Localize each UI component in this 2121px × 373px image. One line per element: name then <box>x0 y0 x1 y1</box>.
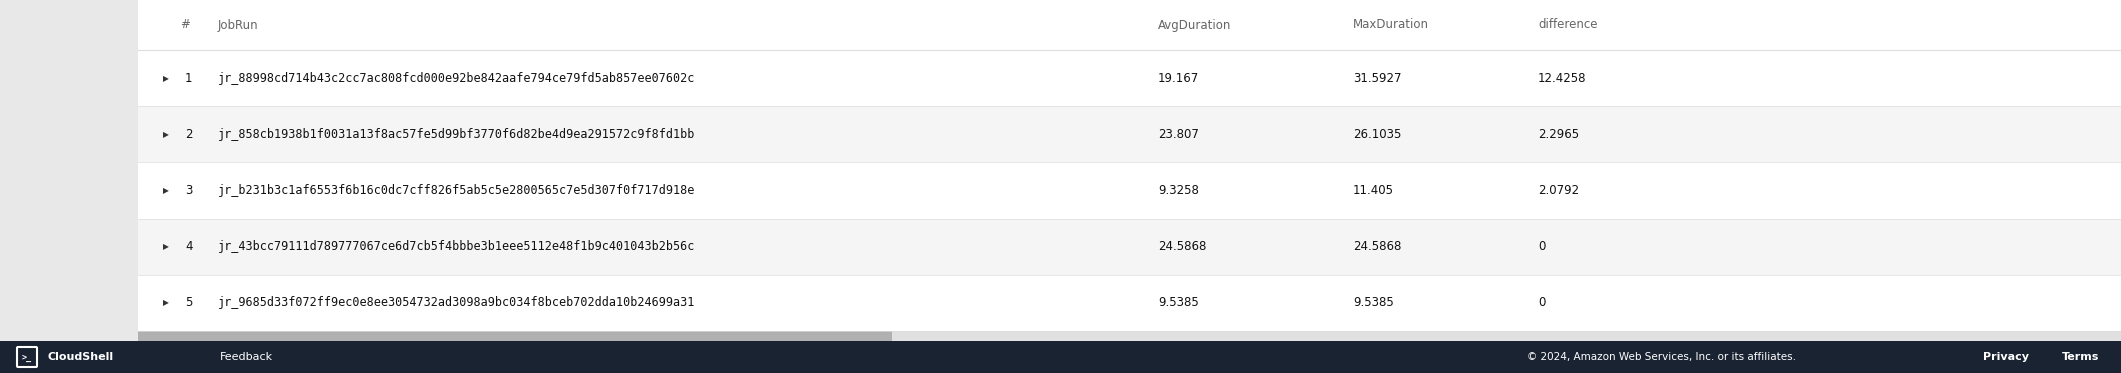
Bar <box>0 341 2121 373</box>
Text: 23.807: 23.807 <box>1158 128 1198 141</box>
Bar <box>138 219 2121 275</box>
Text: 0: 0 <box>1538 297 1546 309</box>
Text: 2.0792: 2.0792 <box>1538 184 1580 197</box>
Bar <box>0 0 138 341</box>
Text: jr_858cb1938b1f0031a13f8ac57fe5d99bf3770f6d82be4d9ea291572c9f8fd1bb: jr_858cb1938b1f0031a13f8ac57fe5d99bf3770… <box>218 128 696 141</box>
Bar <box>138 331 2121 341</box>
Text: © 2024, Amazon Web Services, Inc. or its affiliates.: © 2024, Amazon Web Services, Inc. or its… <box>1527 352 1796 362</box>
Text: >_: >_ <box>21 352 32 361</box>
Text: Terms: Terms <box>2062 352 2100 362</box>
Text: 24.5868: 24.5868 <box>1353 240 1402 253</box>
Bar <box>138 50 2121 106</box>
Text: 26.1035: 26.1035 <box>1353 128 1402 141</box>
Text: ▶: ▶ <box>163 298 170 307</box>
Text: ▶: ▶ <box>163 186 170 195</box>
Text: Privacy: Privacy <box>1983 352 2030 362</box>
Text: 11.405: 11.405 <box>1353 184 1393 197</box>
Bar <box>138 162 2121 219</box>
Text: 9.5385: 9.5385 <box>1158 297 1198 309</box>
Text: jr_b231b3c1af6553f6b16c0dc7cff826f5ab5c5e2800565c7e5d307f0f717d918e: jr_b231b3c1af6553f6b16c0dc7cff826f5ab5c5… <box>218 184 696 197</box>
Text: AvgDuration: AvgDuration <box>1158 19 1232 31</box>
Text: 19.167: 19.167 <box>1158 72 1198 85</box>
Text: CloudShell: CloudShell <box>49 352 115 362</box>
Text: MaxDuration: MaxDuration <box>1353 19 1430 31</box>
Text: 9.5385: 9.5385 <box>1353 297 1393 309</box>
Text: 24.5868: 24.5868 <box>1158 240 1207 253</box>
Text: 4: 4 <box>185 240 193 253</box>
Text: 1: 1 <box>185 72 193 85</box>
Text: 2.2965: 2.2965 <box>1538 128 1580 141</box>
Text: jr_43bcc79111d789777067ce6d7cb5f4bbbe3b1eee5112e48f1b9c401043b2b56c: jr_43bcc79111d789777067ce6d7cb5f4bbbe3b1… <box>218 240 696 253</box>
Text: ▶: ▶ <box>163 242 170 251</box>
Text: jr_9685d33f072ff9ec0e8ee3054732ad3098a9bc034f8bceb702dda10b24699a31: jr_9685d33f072ff9ec0e8ee3054732ad3098a9b… <box>218 297 696 309</box>
Bar <box>138 275 2121 331</box>
Text: jr_88998cd714b43c2cc7ac808fcd000e92be842aafe794ce79fd5ab857ee07602c: jr_88998cd714b43c2cc7ac808fcd000e92be842… <box>218 72 696 85</box>
Text: 0: 0 <box>1538 240 1546 253</box>
Text: 5: 5 <box>185 297 193 309</box>
Text: Feedback: Feedback <box>221 352 274 362</box>
Text: JobRun: JobRun <box>218 19 259 31</box>
Text: 12.4258: 12.4258 <box>1538 72 1587 85</box>
Text: difference: difference <box>1538 19 1597 31</box>
Bar <box>138 0 2121 331</box>
Text: ▶: ▶ <box>163 130 170 139</box>
Bar <box>138 106 2121 162</box>
Bar <box>138 331 891 341</box>
Text: #: # <box>180 19 191 31</box>
Text: 3: 3 <box>185 184 193 197</box>
Text: 2: 2 <box>185 128 193 141</box>
Text: 9.3258: 9.3258 <box>1158 184 1198 197</box>
Text: 31.5927: 31.5927 <box>1353 72 1402 85</box>
Text: ▶: ▶ <box>163 73 170 82</box>
